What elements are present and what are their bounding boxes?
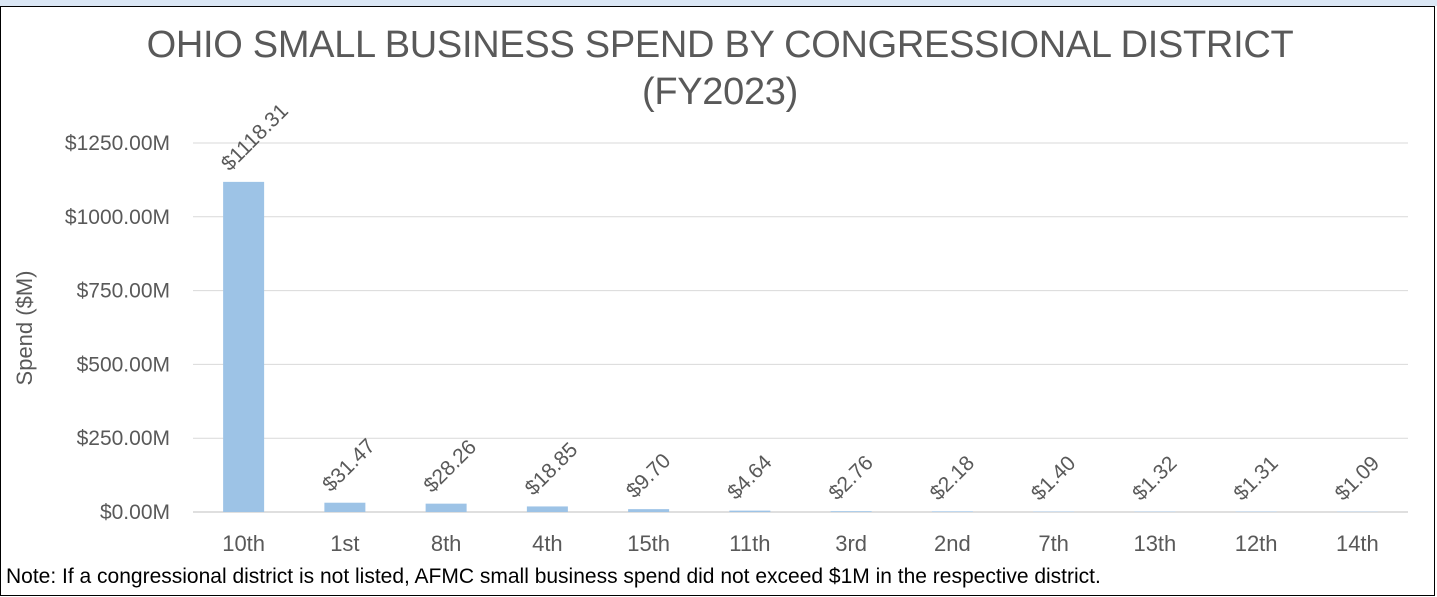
y-tick-label: $750.00M <box>77 280 170 303</box>
data-label: $4.64 <box>723 451 777 505</box>
y-axis-label: Spend ($M) <box>12 271 37 386</box>
x-tick-label: 4th <box>532 531 563 556</box>
y-tick-label: $1250.00M <box>65 132 170 155</box>
data-label: $2.18 <box>926 451 979 504</box>
y-tick-label: $250.00M <box>77 427 170 450</box>
bar <box>324 502 366 512</box>
data-label: $28.26 <box>419 436 481 498</box>
x-tick-label: 1st <box>330 531 359 556</box>
top-strip <box>0 0 1437 6</box>
x-tick-label: 15th <box>627 531 670 556</box>
bar <box>628 509 670 512</box>
data-label: $1.32 <box>1128 452 1181 505</box>
data-label: $2.76 <box>824 451 877 504</box>
bar <box>526 506 568 512</box>
data-label: $18.85 <box>521 438 583 500</box>
x-tick-label: 10th <box>222 531 265 556</box>
y-tick-label: $0.00M <box>100 501 170 524</box>
bar <box>729 510 771 512</box>
data-label: $1.09 <box>1331 452 1384 505</box>
chart-title: OHIO SMALL BUSINESS SPEND BY CONGRESSION… <box>146 24 1294 113</box>
data-label: $1.31 <box>1229 452 1282 505</box>
x-tick-label: 3rd <box>835 531 867 556</box>
bar <box>425 503 467 512</box>
data-label: $9.70 <box>622 449 675 502</box>
bar <box>830 511 872 512</box>
data-label: $1.40 <box>1027 452 1080 505</box>
x-tick-label: 11th <box>729 531 770 556</box>
bar <box>223 181 265 513</box>
y-tick-label: $500.00M <box>77 353 170 376</box>
x-tick-label: 7th <box>1038 531 1069 556</box>
y-tick-label: $1000.00M <box>65 206 170 229</box>
x-tick-label: 12th <box>1235 531 1278 556</box>
x-tick-label: 2nd <box>934 531 971 556</box>
footnote: Note: If a congressional district is not… <box>6 565 1101 588</box>
x-tick-label: 8th <box>431 531 462 556</box>
x-tick-label: 13th <box>1133 531 1176 556</box>
data-label: $1118.31 <box>217 99 293 175</box>
data-label: $31.47 <box>318 435 380 497</box>
x-tick-label: 14th <box>1336 531 1379 556</box>
bar <box>931 511 973 512</box>
